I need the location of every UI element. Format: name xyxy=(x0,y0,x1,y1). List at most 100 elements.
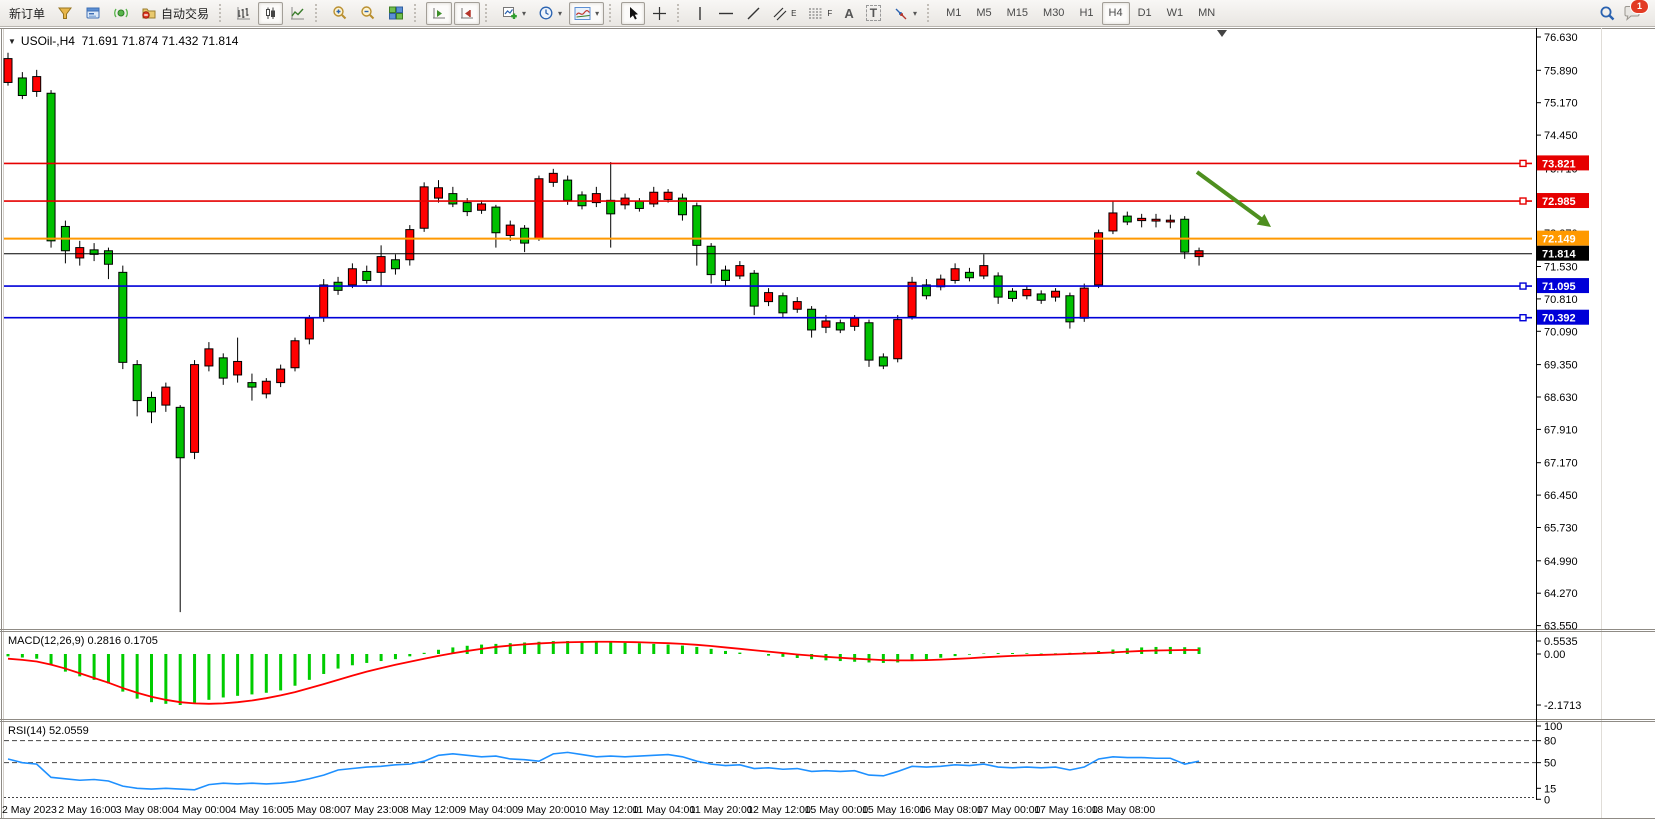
bar-chart-button[interactable] xyxy=(231,2,256,25)
timeframe-button-D1[interactable]: D1 xyxy=(1137,7,1152,19)
timeframe-button-M1[interactable]: M1 xyxy=(946,7,962,19)
macd-axis-label: 0.00 xyxy=(1544,649,1565,661)
candle-body xyxy=(807,308,817,331)
candle-body xyxy=(362,270,372,281)
candle-body xyxy=(46,92,56,242)
trend-arrow-annotation[interactable] xyxy=(1195,170,1267,224)
line-chart-button[interactable] xyxy=(285,2,310,25)
auto-trading-button[interactable]: 自动交易 xyxy=(136,2,214,25)
time-axis-label[interactable]: 2 May 2023 xyxy=(2,804,57,816)
dropdown-caret-icon: ▾ xyxy=(558,8,563,18)
fibonacci-tool-button[interactable]: F xyxy=(803,2,837,25)
chart-canvas[interactable]: 76.63075.89075.17074.45073.71072.99072.2… xyxy=(0,28,1655,831)
timeframe-button-M30[interactable]: M30 xyxy=(1043,7,1065,19)
timeframe-button-H1[interactable]: H1 xyxy=(1079,7,1094,19)
candle-body xyxy=(878,356,888,367)
time-axis-label[interactable]: 4 May 00:00 xyxy=(173,804,231,816)
candle-body xyxy=(591,193,601,204)
time-axis-label[interactable]: 18 May 08:00 xyxy=(1092,804,1156,816)
time-axis-label[interactable]: 17 May 00:00 xyxy=(977,804,1041,816)
time-axis-label[interactable]: 9 May 04:00 xyxy=(460,804,518,816)
horizontal-line-tool-button[interactable] xyxy=(713,2,739,25)
rsi-axis-label: 50 xyxy=(1544,758,1556,770)
candle-body xyxy=(376,256,386,273)
time-axis-label[interactable]: 7 May 23:00 xyxy=(345,804,403,816)
time-axis-label[interactable]: 2 May 16:00 xyxy=(58,804,116,816)
time-axis-label[interactable]: 15 May 16:00 xyxy=(862,804,926,816)
candle-body xyxy=(161,386,171,406)
rsi-axis-label: 0 xyxy=(1544,794,1550,806)
zoom-out-button[interactable] xyxy=(355,2,381,25)
trendline-tool-button[interactable] xyxy=(741,2,766,25)
candle-body xyxy=(319,284,329,318)
candle-body xyxy=(419,186,429,229)
candle-body xyxy=(505,224,515,236)
auto-trading-label: 自动交易 xyxy=(161,6,210,21)
candle-body xyxy=(921,284,931,297)
time-axis-label[interactable]: 5 May 08:00 xyxy=(288,804,346,816)
chart-shift-button[interactable] xyxy=(454,1,481,25)
indicators-button[interactable]: ▾ xyxy=(569,1,605,25)
price-line-label: 71.814 xyxy=(1542,249,1577,261)
candle-body xyxy=(677,197,687,216)
time-axis-label[interactable]: 9 May 20:00 xyxy=(518,804,576,816)
line-chart-icon xyxy=(291,6,305,19)
funnel-button[interactable] xyxy=(52,2,78,25)
auto-scroll-button[interactable] xyxy=(426,1,453,25)
price-line-handle[interactable] xyxy=(1519,282,1527,290)
text-label-tool-button[interactable]: T xyxy=(861,2,886,25)
toolbar-grip xyxy=(414,4,421,22)
timeframe-button-M5[interactable]: M5 xyxy=(976,7,992,19)
time-axis-label[interactable]: 3 May 08:00 xyxy=(116,804,174,816)
zoom-in-button[interactable] xyxy=(327,2,353,25)
timeframe-button-W1[interactable]: W1 xyxy=(1166,7,1184,19)
cursor-tool-button[interactable] xyxy=(621,1,646,25)
candlestick-chart-button[interactable] xyxy=(258,1,284,25)
one-click-trading-arrow-icon[interactable]: ▼ xyxy=(8,37,16,46)
time-axis-label[interactable]: 11 May 04:00 xyxy=(632,804,695,816)
price-axis-tick-label: 64.270 xyxy=(1544,588,1578,600)
vertical-line-tool-button[interactable] xyxy=(689,2,711,25)
channel-tool-button[interactable]: E xyxy=(768,2,801,25)
time-axis-label[interactable]: 15 May 00:00 xyxy=(805,804,869,816)
time-axis-label[interactable]: 17 May 16:00 xyxy=(1034,804,1098,816)
new-chart-button[interactable]: ▾ xyxy=(497,2,531,25)
signal-button[interactable] xyxy=(108,2,134,25)
rsi-axis-label: 100 xyxy=(1544,721,1562,733)
time-axis-label[interactable]: 8 May 12:00 xyxy=(403,804,461,816)
chart-shift-marker-icon[interactable] xyxy=(1217,30,1227,37)
arrows-tool-button[interactable]: ▾ xyxy=(888,2,922,25)
market-watch-button[interactable] xyxy=(80,2,106,25)
timeframe-button-M15[interactable]: M15 xyxy=(1006,7,1029,19)
price-line-handle[interactable] xyxy=(1519,197,1527,205)
price-line-label: 70.392 xyxy=(1542,313,1576,325)
price-line-label: 73.821 xyxy=(1542,158,1576,170)
fibonacci-letter: F xyxy=(827,8,833,18)
period-button[interactable]: ▾ xyxy=(533,2,567,25)
signal-icon xyxy=(114,8,128,18)
price-axis-tick-label: 70.090 xyxy=(1544,326,1578,338)
candle-body xyxy=(1165,219,1175,223)
time-axis-label[interactable]: 10 May 12:00 xyxy=(575,804,639,816)
time-axis-label[interactable]: 11 May 20:00 xyxy=(690,804,753,816)
price-line-handle[interactable] xyxy=(1519,314,1527,322)
notifications-button[interactable]: 1 xyxy=(1623,0,1649,22)
text-tool-button[interactable]: A xyxy=(839,2,858,25)
price-line-label: 72.985 xyxy=(1542,196,1576,208)
time-axis-label[interactable]: 12 May 12:00 xyxy=(747,804,811,816)
candle-body xyxy=(534,178,544,240)
new-order-button[interactable]: 新订单 xyxy=(4,2,50,25)
crosshair-tool-button[interactable] xyxy=(647,2,672,25)
candle-body xyxy=(247,382,257,388)
candle-body xyxy=(979,265,989,277)
time-axis-label[interactable]: 4 May 16:00 xyxy=(231,804,289,816)
search-button[interactable] xyxy=(1594,2,1621,25)
price-line-handle[interactable] xyxy=(1519,159,1527,168)
tile-windows-button[interactable] xyxy=(383,2,409,25)
toolbar-grip xyxy=(677,4,684,22)
time-axis-label[interactable]: 16 May 08:00 xyxy=(919,804,983,816)
rsi-axis-label: 15 xyxy=(1544,783,1556,795)
price-axis-tick-label: 65.730 xyxy=(1544,523,1578,535)
timeframe-button-H4[interactable]: H4 xyxy=(1101,1,1130,25)
timeframe-button-MN[interactable]: MN xyxy=(1198,7,1216,19)
